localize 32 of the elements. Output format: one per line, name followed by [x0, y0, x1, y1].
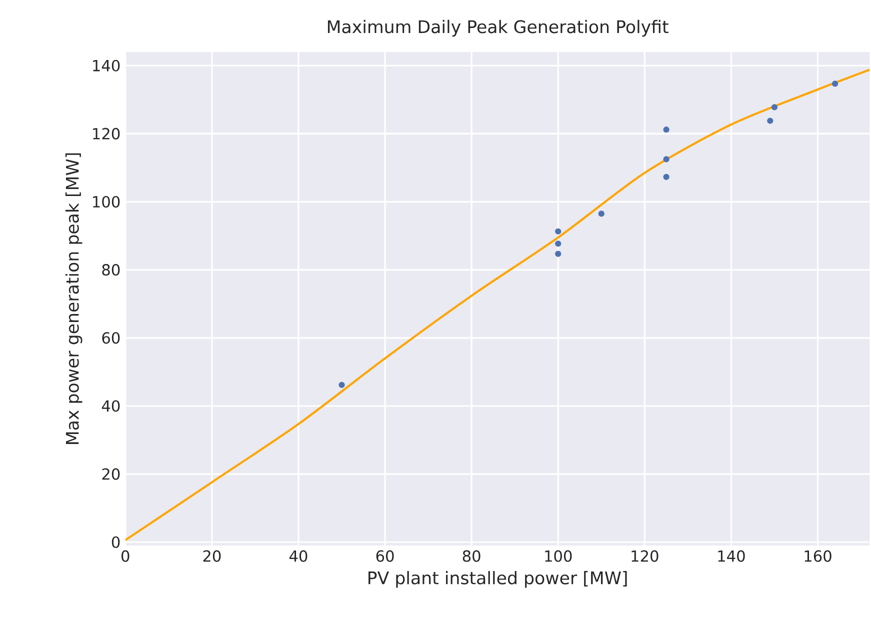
x-tick-label: 20 [203, 550, 221, 562]
point [555, 250, 562, 258]
y-tick-label: 40 [102, 400, 120, 412]
point [663, 126, 670, 133]
point [598, 210, 604, 217]
point [832, 80, 838, 87]
x-tick-label: 100 [545, 550, 572, 562]
x-tick-label: 60 [376, 550, 394, 562]
chart-title: Maximum Daily Peak Generation Polyfit [328, 20, 668, 37]
x-tick-label: 160 [804, 550, 832, 562]
point [767, 118, 774, 124]
line-series [125, 68, 870, 542]
point [338, 382, 345, 388]
x-tick-label: 40 [289, 550, 308, 562]
y-tick-label: 100 [93, 196, 120, 208]
y-tick-label: 20 [102, 468, 120, 480]
y-tick-label: 0 [112, 536, 120, 548]
x-tick-label: 80 [462, 550, 480, 562]
x-tick-label: 140 [718, 550, 745, 562]
x-tick-label: 120 [632, 550, 658, 562]
point [663, 156, 670, 163]
point [555, 228, 562, 235]
y-tick-label: 120 [93, 128, 120, 140]
y-tick-label: 60 [102, 332, 120, 344]
y-axis-title: Max power generation peak [MW] [65, 154, 82, 444]
x-axis-title: PV plant installed power [MW] [368, 571, 627, 588]
y-tick-label: 140 [93, 60, 120, 72]
point [771, 104, 778, 110]
x-tick-label: 0 [122, 550, 130, 562]
point [663, 174, 670, 180]
y-tick-label: 80 [102, 264, 120, 276]
point [555, 240, 562, 247]
